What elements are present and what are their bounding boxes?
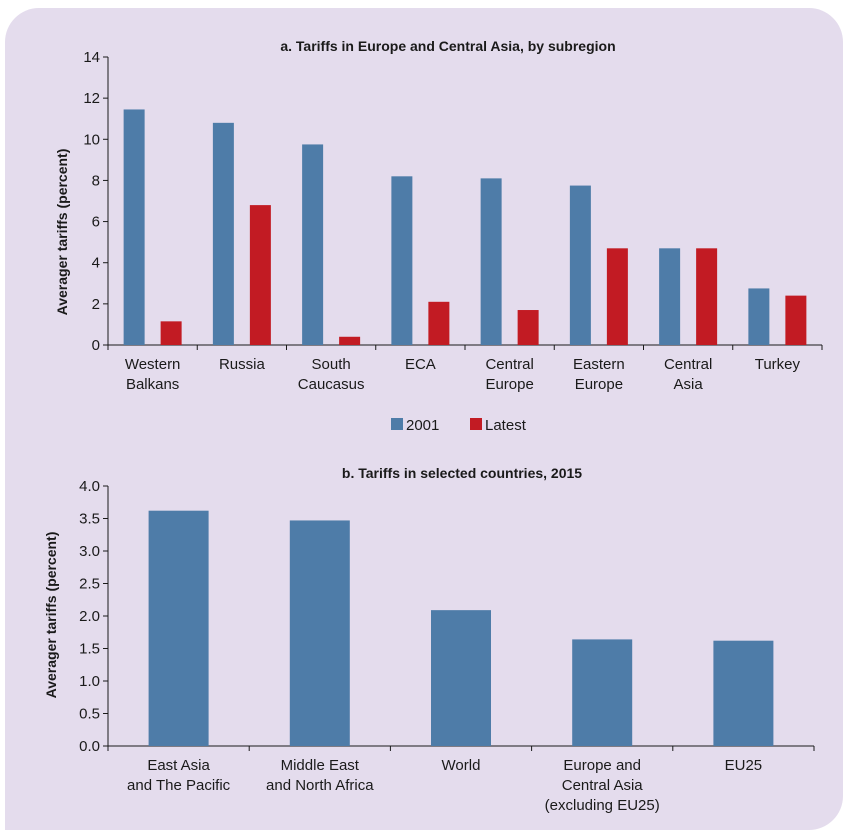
chart-b-category-label: (excluding EU25)	[545, 797, 660, 814]
chart-b-bar-value	[431, 610, 491, 746]
chart-a-category-label: Europe	[485, 376, 533, 393]
chart-a-category-label: Russia	[219, 356, 266, 373]
chart-a-bar-2001	[212, 122, 234, 345]
chart-a-category-label: Turkey	[755, 356, 801, 373]
chart-b-y-tick-label: 4.0	[79, 478, 100, 495]
chart-b-bar-value	[713, 640, 774, 746]
chart-b-y-tick-label: 1.0	[79, 673, 100, 690]
chart-a-bar-latest	[160, 321, 182, 345]
chart-a-bar-2001	[123, 109, 145, 345]
chart-a-y-tick-label: 14	[83, 49, 100, 66]
chart-b-bar-value	[572, 639, 633, 746]
chart-a-title: a. Tariffs in Europe and Central Asia, b…	[280, 38, 615, 54]
chart-a-category-label: Europe	[575, 376, 623, 393]
chart-a-y-tick-label: 2	[92, 296, 100, 313]
chart-a-y-tick-label: 12	[83, 90, 100, 107]
chart-b-bar-value	[148, 510, 209, 746]
legend-label-2001: 2001	[406, 417, 439, 434]
chart-b-category-label: and North Africa	[266, 777, 374, 794]
chart-b-category-label: and The Pacific	[127, 777, 231, 794]
chart-b-category-label: Europe and	[563, 757, 641, 774]
chart-a-y-tick-label: 6	[92, 214, 100, 231]
chart-a-bar-latest	[339, 336, 361, 345]
chart-a-bar-latest	[517, 310, 539, 345]
chart-a-category-label: Western	[125, 356, 181, 373]
chart-b-y-tick-label: 2.0	[79, 608, 100, 625]
chart-a-y-tick-label: 10	[83, 131, 100, 148]
legend-swatch-2001	[391, 418, 403, 430]
chart-a-bar-2001	[659, 248, 681, 345]
chart-a-bar-2001	[302, 144, 324, 345]
chart-a-bar-2001	[480, 178, 502, 345]
chart-a-category-label: Eastern	[573, 356, 625, 373]
chart-a-category-label: South	[312, 356, 351, 373]
chart-a-category-label: Caucasus	[298, 376, 365, 393]
chart-b-category-label: Middle East	[281, 757, 360, 774]
chart-a-bar-2001	[391, 176, 413, 345]
chart-b-category-label: Central Asia	[562, 777, 644, 794]
chart-a-y-tick-label: 4	[92, 255, 100, 272]
chart-a-bar-2001	[569, 185, 591, 345]
chart-b-bar-value	[289, 520, 350, 746]
legend-swatch-latest	[470, 418, 482, 430]
chart-a-bar-latest	[785, 295, 807, 345]
chart-b-title: b. Tariffs in selected countries, 2015	[342, 465, 582, 481]
legend-label-latest: Latest	[485, 417, 527, 434]
chart-b-category-label: World	[442, 757, 481, 774]
chart-panel-background	[5, 8, 843, 830]
chart-a-bar-latest	[249, 205, 271, 345]
chart-b-y-tick-label: 0.5	[79, 706, 100, 723]
chart-a-ylabel: Averager tariffs (percent)	[54, 149, 70, 316]
chart-b-y-tick-label: 0.0	[79, 738, 100, 755]
chart-b-category-label: EU25	[725, 757, 763, 774]
chart-a-bar-2001	[748, 288, 770, 345]
chart-a-bar-latest	[428, 301, 450, 345]
chart-a-category-label: Balkans	[126, 376, 179, 393]
chart-b-y-tick-label: 3.0	[79, 543, 100, 560]
chart-a-category-label: Central	[485, 356, 533, 373]
chart-a-category-label: ECA	[405, 356, 436, 373]
chart-a-category-label: Asia	[674, 376, 704, 393]
chart-b-category-label: East Asia	[147, 757, 210, 774]
chart-b-ylabel: Averager tariffs (percent)	[43, 532, 59, 699]
chart-a-y-tick-label: 0	[92, 337, 100, 354]
chart-b-y-tick-label: 3.5	[79, 511, 100, 528]
chart-a-y-tick-label: 8	[92, 172, 100, 189]
chart-a-bar-latest	[696, 248, 718, 345]
chart-b-y-tick-label: 2.5	[79, 576, 100, 593]
chart-a-bar-latest	[606, 248, 628, 345]
chart-b-y-tick-label: 1.5	[79, 641, 100, 658]
chart-a-category-label: Central	[664, 356, 712, 373]
